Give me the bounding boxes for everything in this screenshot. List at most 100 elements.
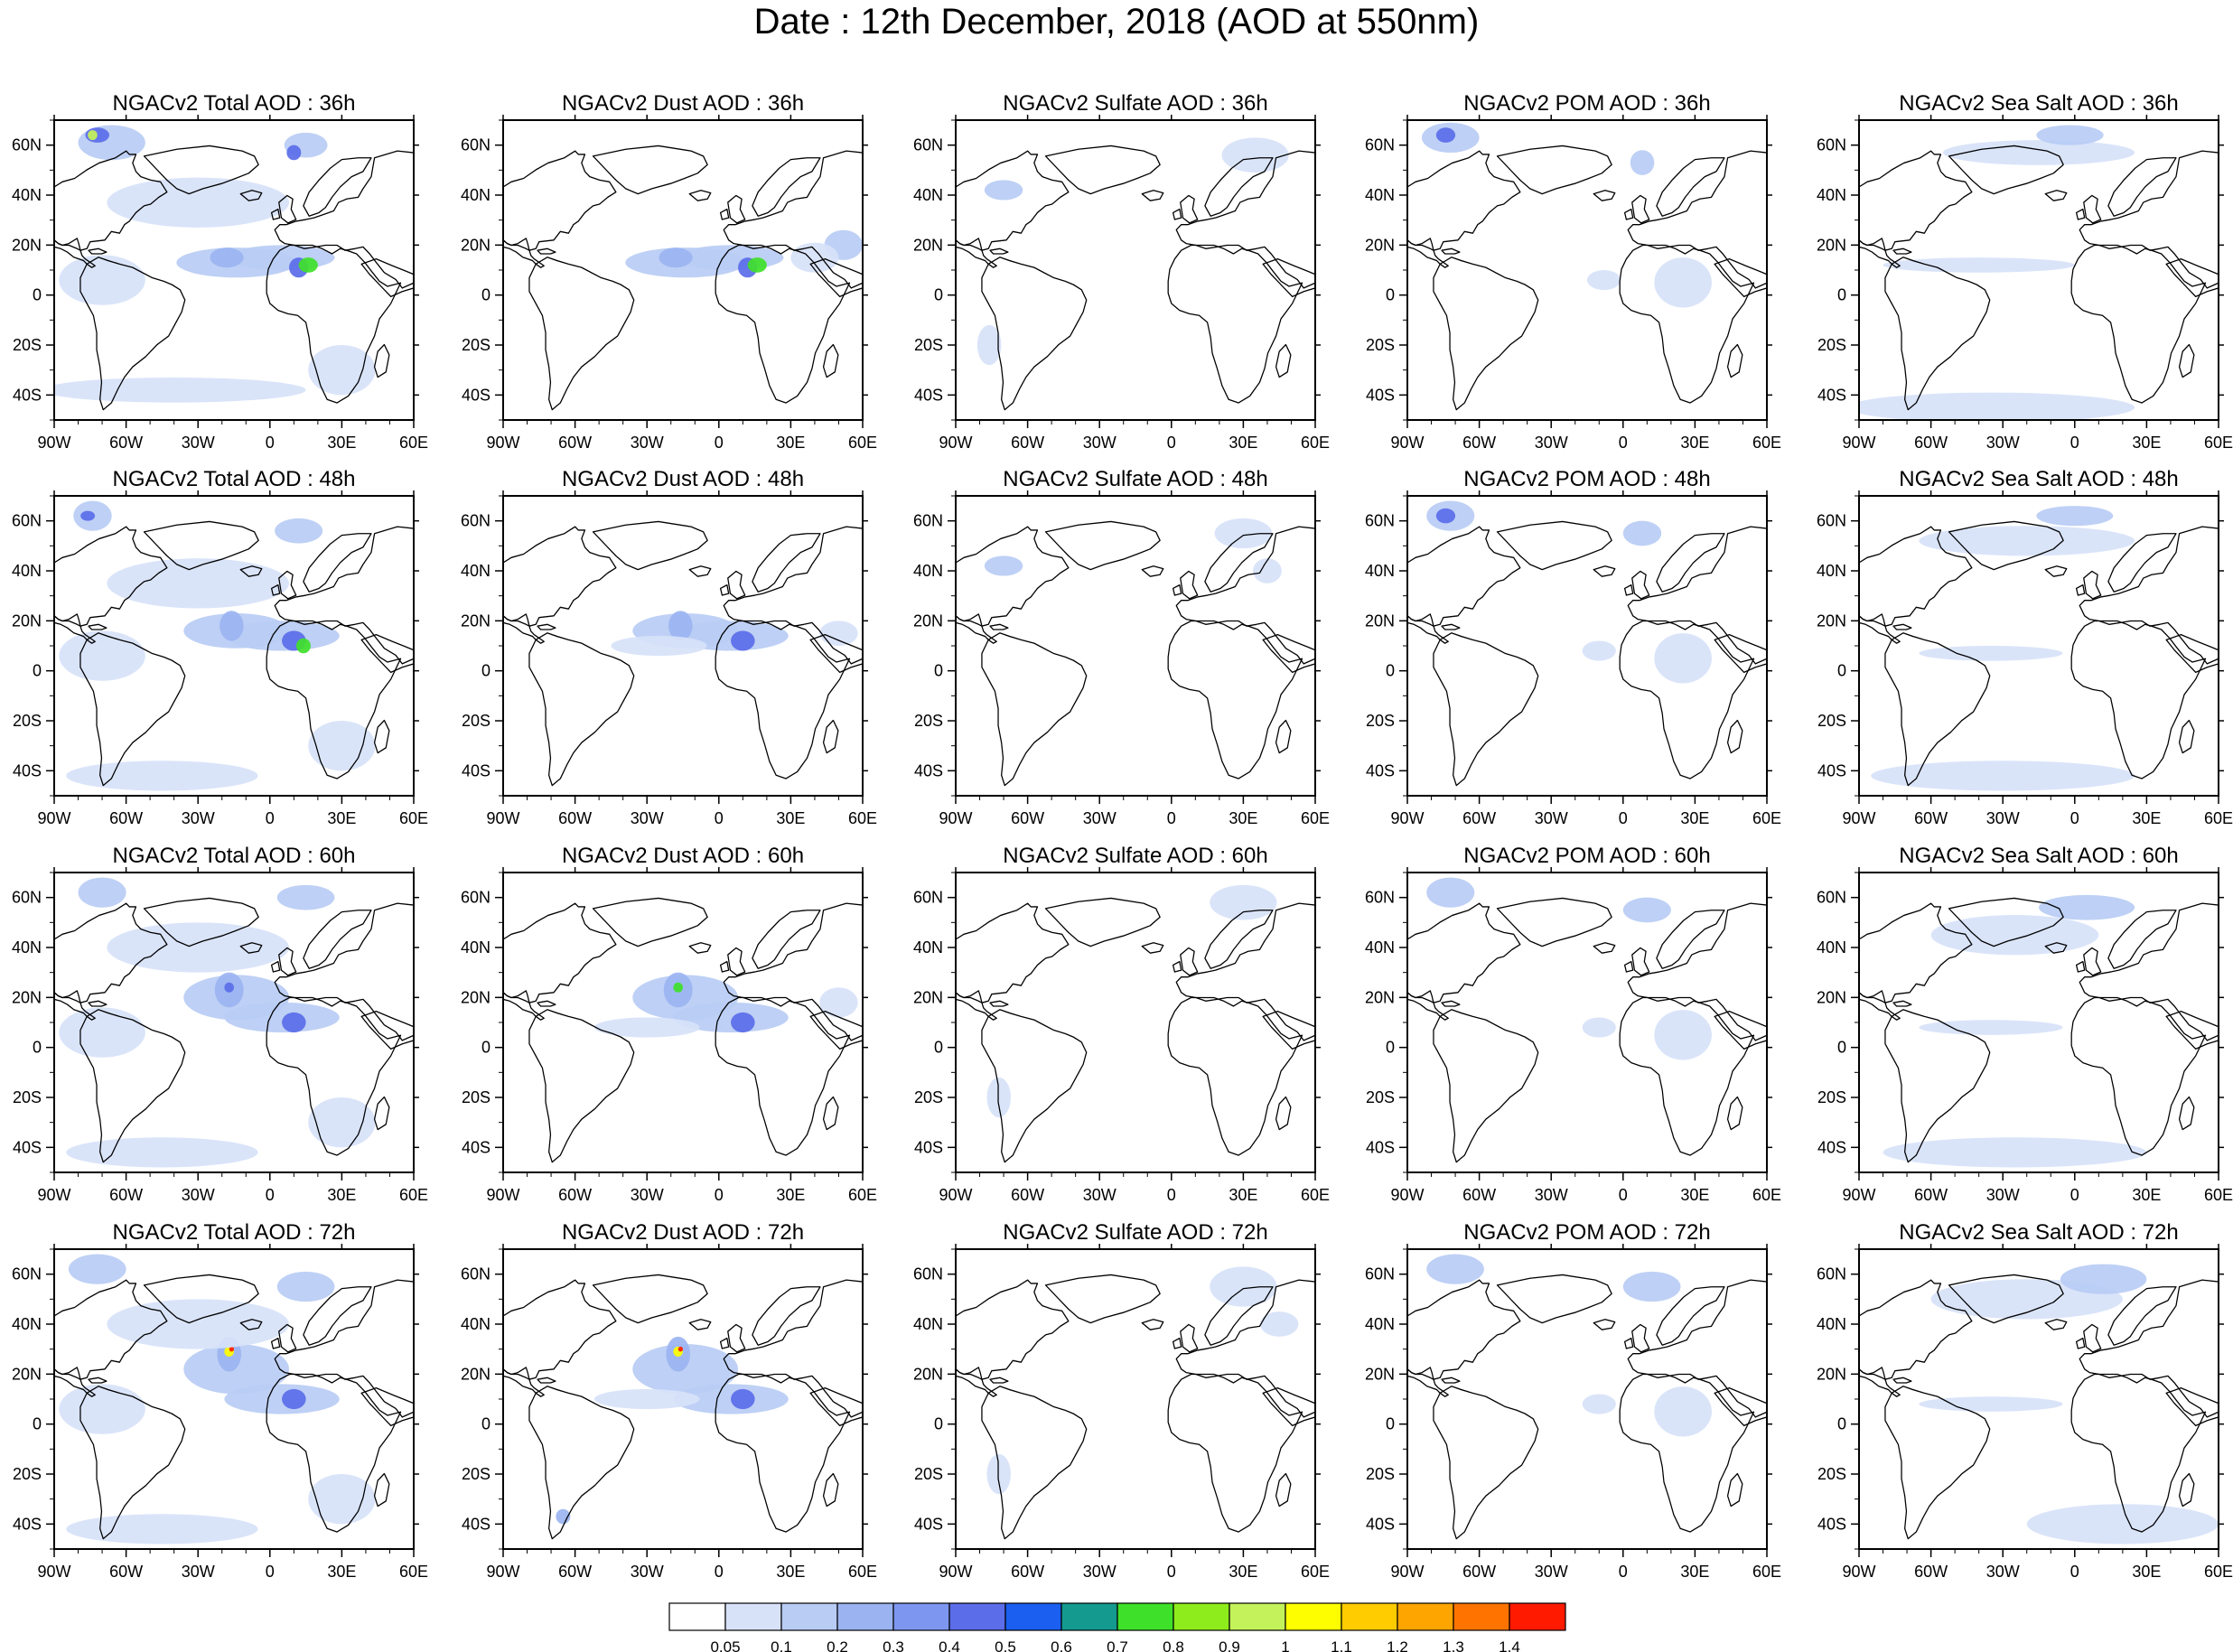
aod-contour [1654, 1010, 1712, 1060]
aod-contour [1426, 1254, 1484, 1284]
aod-field [1859, 1264, 2219, 1545]
aod-field [1407, 1254, 1767, 1540]
x-tick-label: 90W [1842, 809, 1875, 827]
y-tick-label: 60N [12, 1265, 42, 1283]
aod-map-panel: NGACv2 Total AOD : 72h 90W 60W 30W 0 30E 60E 60… [12, 1220, 428, 1581]
aod-contour [1919, 526, 2135, 556]
x-tick-label: 90W [1842, 434, 1875, 452]
map-background [956, 873, 1315, 1172]
colorbar-label: 1.2 [1387, 1638, 1408, 1652]
y-tick-label: 20S [1366, 1088, 1395, 1106]
y-tick-label: 40N [913, 1315, 943, 1333]
x-tick-label: 90W [1390, 1186, 1424, 1204]
x-tick-label: 0 [2070, 1186, 2079, 1204]
y-tick-label: 20S [1817, 1465, 1846, 1483]
aod-contour [1622, 520, 1662, 546]
y-tick-label: 60N [1365, 889, 1395, 907]
y-tick-label: 40S [462, 1138, 491, 1156]
y-tick-label: 0 [33, 1039, 42, 1057]
aod-contour [731, 630, 755, 651]
x-tick-label: 90W [939, 809, 972, 827]
aod-field [503, 1274, 863, 1540]
x-tick-label: 0 [266, 434, 275, 452]
y-tick-label: 20N [1817, 611, 1846, 630]
x-tick-label: 30W [1083, 434, 1116, 452]
x-tick-label: 30W [1535, 434, 1568, 452]
aod-contour [1919, 646, 2063, 661]
aod-contour [1214, 518, 1273, 549]
colorbar-swatch [1060, 1602, 1118, 1631]
colorbar-swatch [892, 1602, 950, 1631]
aod-map-panel: NGACv2 Sulfate AOD : 60h 90W 60W 30W 0 30E 60E… [913, 844, 1330, 1204]
aod-field [1859, 125, 2219, 420]
aod-field [956, 884, 1315, 1163]
aod-contour [2039, 894, 2135, 920]
aod-map-panel: NGACv2 Dust AOD : 48h 90W 60W 30W 0 30E 60E 60N… [461, 467, 877, 827]
y-tick-label: 40S [914, 761, 943, 779]
y-tick-label: 20S [13, 712, 42, 730]
aod-contour [1210, 884, 1277, 920]
aod-map-panel: NGACv2 Sea Salt AOD : 72h 90W 60W 30W 0 30E 60… [1817, 1220, 2233, 1581]
x-tick-label: 30E [327, 434, 356, 452]
aod-contour [1930, 915, 2099, 956]
aod-contour [1942, 140, 2135, 165]
y-tick-label: 20S [1817, 1088, 1846, 1106]
aod-map-panel: NGACv2 POM AOD : 72h 90W 60W 30W 0 30E 60E 60N 4… [1365, 1220, 1781, 1581]
aod-field [54, 1254, 414, 1545]
panel-title: NGACv2 Sulfate AOD : 60h [1003, 844, 1267, 868]
colorbar-label: 0.5 [995, 1638, 1016, 1652]
aod-contour [819, 987, 858, 1018]
y-tick-label: 20S [914, 1088, 943, 1106]
y-tick-label: 20N [913, 1365, 943, 1383]
x-tick-label: 60E [399, 809, 428, 827]
aod-contour [556, 1508, 571, 1525]
aod-contour [984, 555, 1023, 576]
y-tick-label: 20N [1365, 1365, 1395, 1383]
aod-contour [673, 982, 683, 993]
aod-contour [308, 1474, 376, 1525]
x-tick-label: 30W [182, 1186, 215, 1204]
aod-map-panel: NGACv2 Total AOD : 36h 90W 60W 30W 0 30E 60E 60… [12, 91, 428, 452]
x-tick-label: 90W [1390, 809, 1424, 827]
x-tick-label: 60E [399, 434, 428, 452]
aod-contour [286, 145, 302, 161]
aod-contour [298, 257, 318, 273]
aod-contour [1883, 1137, 2147, 1168]
aod-contour [1654, 633, 1712, 684]
y-tick-label: 0 [481, 1039, 491, 1057]
y-tick-label: 0 [481, 662, 491, 680]
x-tick-label: 30E [327, 1186, 356, 1204]
y-tick-label: 20N [913, 236, 943, 254]
x-tick-label: 60E [848, 1563, 877, 1581]
x-tick-label: 60W [1914, 1186, 1948, 1204]
y-tick-label: 60N [12, 512, 42, 530]
y-tick-label: 0 [33, 286, 42, 304]
colorbar-label: 0.05 [710, 1638, 740, 1652]
panel-title: NGACv2 Sea Salt AOD : 36h [1899, 91, 2178, 116]
panel-title: NGACv2 POM AOD : 60h [1463, 844, 1710, 868]
aod-contour [183, 1344, 290, 1395]
x-tick-label: 90W [37, 1563, 70, 1581]
y-tick-label: 40S [13, 761, 42, 779]
panel-title: NGACv2 POM AOD : 48h [1463, 467, 1710, 491]
y-tick-label: 0 [934, 662, 943, 680]
x-tick-label: 30E [1229, 1563, 1257, 1581]
x-tick-label: 60E [1752, 1563, 1781, 1581]
aod-contour [220, 611, 244, 641]
aod-contour [224, 982, 234, 993]
y-tick-label: 0 [33, 1415, 42, 1433]
x-tick-label: 60W [1462, 1186, 1496, 1204]
x-tick-label: 60W [1011, 1563, 1044, 1581]
x-tick-label: 0 [1167, 434, 1176, 452]
panel-title: NGACv2 POM AOD : 72h [1463, 1220, 1710, 1245]
y-tick-label: 40N [461, 1315, 491, 1333]
aod-contour [1435, 127, 1456, 143]
y-tick-label: 60N [1817, 889, 1846, 907]
colorbar-label: 1.3 [1443, 1638, 1464, 1652]
x-tick-label: 90W [37, 434, 70, 452]
colorbar-swatch [1285, 1602, 1342, 1631]
y-tick-label: 60N [1817, 1265, 1846, 1283]
aod-map-panel: NGACv2 Dust AOD : 36h 90W 60W 30W 0 30E 60E 60N… [461, 91, 877, 452]
panel-title: NGACv2 Sulfate AOD : 36h [1003, 91, 1267, 116]
